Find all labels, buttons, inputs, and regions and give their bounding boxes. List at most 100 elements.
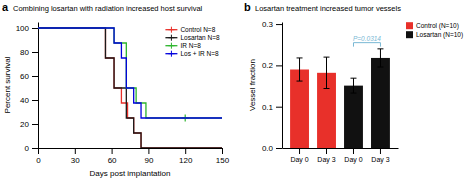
axis-line — [282, 23, 283, 149]
tick: 60 — [108, 148, 117, 165]
bar — [371, 58, 390, 148]
tick: 100 — [16, 24, 38, 33]
tick-mark — [32, 124, 38, 125]
tick-label: 0.3 — [262, 20, 274, 29]
tick: 150 — [216, 148, 230, 165]
legend-item: IR N=8 — [165, 42, 201, 49]
tick-mark — [353, 148, 354, 154]
tick-label: 0 — [25, 144, 30, 153]
tick-label: 100 — [16, 24, 30, 33]
tick: Day 0 — [290, 148, 308, 164]
legend: Control N=8Losartan N=8IR N=8Los + IR N=… — [165, 26, 220, 57]
tick-mark — [32, 28, 38, 29]
legend-swatch — [168, 43, 174, 49]
tick-label: 80 — [20, 48, 29, 57]
tick-mark — [276, 24, 282, 25]
tick: Day 0 — [344, 148, 362, 164]
tick-label: Day 3 — [317, 156, 335, 164]
tick: 90 — [144, 148, 153, 165]
legend-swatch — [406, 22, 413, 29]
tick-label: Day 3 — [371, 156, 389, 164]
tick-mark — [32, 100, 38, 101]
axis: 0.0 0.1 0.2 0.3 — [262, 20, 283, 153]
tick-mark — [112, 148, 113, 154]
tick-label: 60 — [20, 72, 29, 81]
tick-mark — [299, 148, 300, 154]
tick-label: 0.1 — [262, 103, 274, 112]
tick: Day 3 — [317, 148, 335, 164]
tick: 120 — [179, 148, 193, 165]
legend-label: Los + IR N=8 — [180, 50, 219, 57]
axis: Day 0 Day 3 Day 0 Day 3 — [283, 148, 399, 164]
tick-mark — [276, 65, 282, 66]
panel-label: b — [244, 1, 251, 13]
annotations: P=0.0314 — [353, 35, 381, 42]
axis: 0 20 40 60 80 100 — [16, 23, 39, 154]
error-bar — [377, 49, 383, 67]
tick: 80 — [20, 48, 38, 57]
axis: 0 30 60 90 120 150 — [36, 148, 229, 165]
tick: 0.1 — [262, 103, 282, 112]
tick-label: Day 0 — [290, 156, 308, 164]
error-bar — [297, 58, 303, 81]
tick-label: 0 — [36, 156, 41, 165]
survival-curve — [38, 28, 222, 148]
legend-label: Losartan (N=10) — [416, 31, 463, 39]
y-axis-title: Vessel fraction — [248, 59, 257, 111]
tick: 0 — [25, 144, 38, 153]
tick-mark — [276, 107, 282, 108]
tick-label: 30 — [71, 156, 80, 165]
tick-label: 0.2 — [262, 61, 274, 70]
tick-label: 60 — [108, 156, 117, 165]
legend-item: Los + IR N=8 — [165, 50, 219, 57]
tick-mark — [185, 148, 186, 154]
bar — [344, 86, 363, 148]
tick: 20 — [20, 120, 38, 129]
tick-label: 0.0 — [262, 144, 274, 153]
axis-line — [39, 148, 223, 149]
error-bar — [350, 78, 356, 93]
legend-label: IR N=8 — [180, 42, 201, 49]
tick-mark — [75, 148, 76, 154]
tick-label: 150 — [216, 156, 230, 165]
panel-label: a — [2, 1, 9, 13]
tick: 40 — [20, 96, 38, 105]
tick-mark — [38, 148, 39, 154]
legend-swatch — [168, 27, 174, 33]
tick-label: 20 — [20, 120, 29, 129]
title: Losartan treatment increased tumor vesse… — [255, 4, 401, 13]
tick: 30 — [71, 148, 80, 165]
tick-label: 40 — [20, 96, 29, 105]
legend-label: Losartan N=8 — [180, 34, 220, 41]
tick: 0.3 — [262, 20, 282, 29]
legend-item: Control (N=10) — [406, 22, 459, 30]
title: Combining losartan with radiation increa… — [13, 4, 203, 13]
survival-curve — [38, 28, 222, 118]
legend-item: Losartan N=8 — [165, 34, 220, 41]
tick-label: Day 0 — [344, 156, 362, 164]
significance-label: P=0.0314 — [353, 35, 381, 42]
tick-mark — [148, 148, 149, 154]
tick-mark — [326, 148, 327, 154]
tick-mark — [380, 148, 381, 154]
survival-curve — [38, 28, 222, 118]
tick-label: 120 — [179, 156, 193, 165]
tick-mark — [32, 148, 38, 149]
legend-label: Control N=8 — [180, 26, 215, 33]
plot-area — [38, 28, 222, 148]
axis-line — [38, 23, 39, 149]
legend: Control (N=10)Losartan (N=10) — [406, 22, 463, 39]
legend-item: Control N=8 — [165, 26, 215, 33]
tick-mark — [32, 52, 38, 53]
survival-curve — [38, 28, 222, 148]
legend-swatch — [168, 35, 174, 41]
legend-item: Losartan (N=10) — [406, 31, 463, 39]
tick-label: 90 — [144, 156, 153, 165]
tick: 0 — [36, 148, 41, 165]
y-axis-title: Percent survival — [3, 56, 12, 113]
plot-area — [290, 43, 390, 148]
significance-bracket — [353, 43, 380, 47]
legend-swatch — [406, 31, 413, 38]
tick-mark — [276, 148, 282, 149]
chart: a Combining losartan with radiation incre… — [0, 0, 474, 182]
